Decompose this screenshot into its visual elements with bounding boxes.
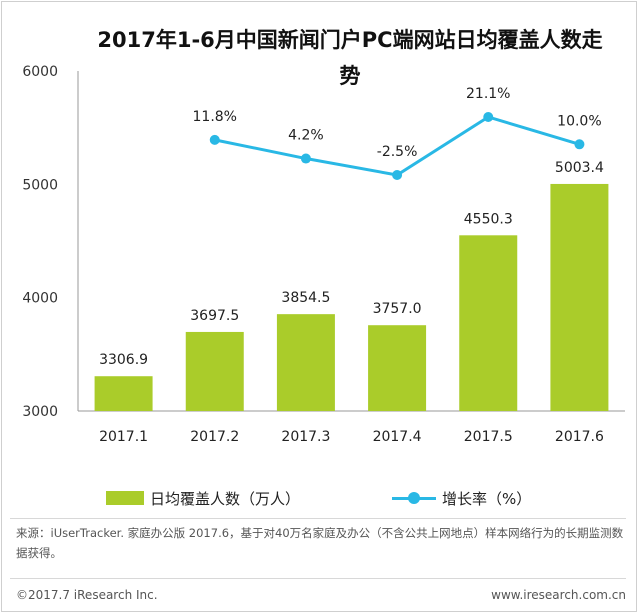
bar [94,376,153,411]
legend-bar-label: 日均覆盖人数（万人） [150,489,301,508]
y-tick-label: 4000 [22,291,58,307]
bar [276,314,335,411]
x-tick-label: 2017.6 [555,429,604,445]
legend-item-line: 增长率（%） [392,486,531,510]
legend-line-swatch [392,491,436,505]
bar-value-label: 5003.4 [555,160,604,176]
bar-value-label: 3757.0 [373,301,422,317]
bar-value-label: 3854.5 [281,290,330,306]
bar [550,183,609,411]
growth-value-label: 21.1% [466,86,510,102]
legend-item-bar: 日均覆盖人数（万人） [106,486,300,510]
growth-point [209,134,220,145]
bar-value-label: 3697.5 [190,308,239,324]
bar [459,235,518,411]
bar [185,331,244,411]
bar [368,325,427,411]
x-tick-label: 2017.3 [281,429,330,445]
source-divider [10,518,626,519]
bar-value-label: 3306.9 [99,352,148,368]
footer-website: www.iresearch.com.cn [491,588,626,602]
growth-point [574,139,585,150]
growth-value-label: -2.5% [377,144,418,160]
legend-bar-swatch [106,491,144,505]
y-tick-label: 3000 [22,404,58,420]
y-tick-label: 6000 [22,64,58,80]
chart-legend: 日均覆盖人数（万人） 增长率（%） [0,486,640,510]
growth-value-label: 11.8% [193,109,237,125]
footer-divider [10,578,626,579]
x-tick-label: 2017.2 [190,429,239,445]
footer-copyright: ©2017.7 iResearch Inc. [16,588,158,602]
x-tick-label: 2017.4 [373,429,422,445]
legend-line-label: 增长率（%） [442,489,532,508]
growth-value-label: 4.2% [288,128,324,144]
source-note: 来源：iUserTracker. 家庭办公版 2017.6，基于对40万名家庭及… [16,526,624,560]
growth-point [392,170,403,180]
bar-value-label: 4550.3 [464,211,513,227]
chart-title: 2017年1-6月中国新闻门户PC端网站日均覆盖人数走势 [97,28,603,88]
chart-plot: 6000 5000 4000 3000 3306.9 2017.1 3697.5 2017.2… [22,64,625,445]
growth-point [483,112,494,122]
growth-value-label: 10.0% [557,113,601,129]
y-tick-label: 5000 [22,177,58,193]
x-tick-label: 2017.5 [464,429,513,445]
x-tick-label: 2017.1 [99,429,148,445]
growth-point [300,153,311,164]
